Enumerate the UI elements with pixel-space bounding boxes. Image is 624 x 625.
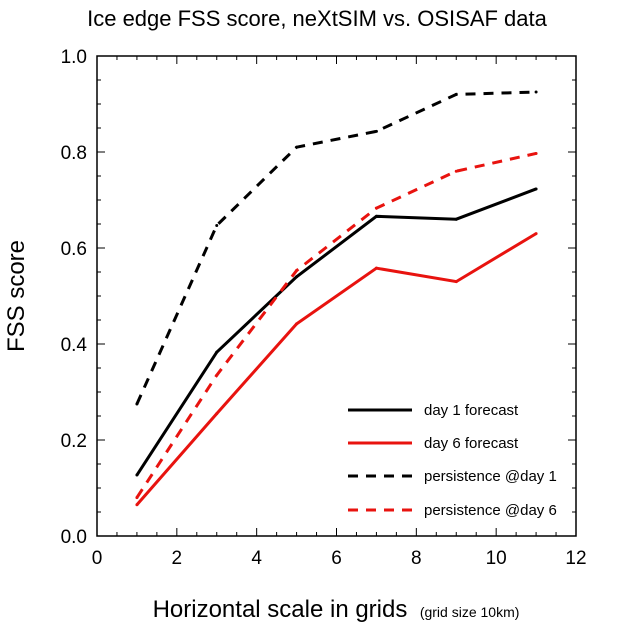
data-point (454, 217, 458, 221)
data-point (534, 232, 538, 236)
y-tick-label: 0.0 (61, 527, 87, 548)
data-point (135, 496, 139, 500)
data-point (135, 473, 139, 477)
x-tick-label: 12 (565, 548, 586, 569)
data-point (374, 129, 378, 133)
data-point (295, 145, 299, 149)
legend-label: persistence @day 1 (424, 468, 557, 485)
data-point (215, 223, 219, 227)
legend-label: day 1 forecast (424, 402, 519, 419)
data-point (215, 350, 219, 354)
data-point (295, 269, 299, 273)
y-tick-label: 0.8 (61, 143, 87, 164)
data-point (374, 214, 378, 218)
legend-item: day 1 forecast (348, 402, 519, 419)
legend-item: day 6 forecast (348, 435, 519, 452)
data-point (454, 92, 458, 96)
x-tick-label: 4 (251, 548, 262, 569)
data-point (534, 151, 538, 155)
data-point (534, 90, 538, 94)
legend-item: persistence @day 6 (348, 502, 557, 519)
data-point (215, 373, 219, 377)
x-axis-label-note: (grid size 10km) (420, 604, 520, 620)
y-tick-label: 0.2 (61, 431, 87, 452)
series-line (135, 90, 537, 405)
data-point (374, 206, 378, 210)
data-point (135, 402, 139, 406)
x-axis-label: Horizontal scale in grids (grid size 10k… (153, 596, 520, 623)
series-line (135, 187, 537, 476)
x-tick-label: 10 (486, 548, 507, 569)
legend-label: persistence @day 6 (424, 502, 557, 519)
series-line (135, 151, 537, 499)
y-tick-label: 1.0 (61, 47, 87, 68)
data-point (454, 169, 458, 173)
plot-area: 0 2 4 6 8 10 12 0.0 0.2 0.4 0.6 0.8 1.0 day 1 forecas… (61, 47, 587, 569)
data-point (215, 412, 219, 416)
data-point (454, 280, 458, 284)
x-tick-label: 0 (92, 548, 103, 569)
y-tick-label: 0.6 (61, 239, 87, 260)
data-point (295, 322, 299, 326)
x-axis-label-main: Horizontal scale in grids (153, 596, 408, 623)
data-point (295, 275, 299, 279)
x-tick-label: 6 (331, 548, 342, 569)
chart-title: Ice edge FSS score, neXtSIM vs. OSISAF d… (87, 6, 548, 31)
y-tick-label: 0.4 (61, 335, 88, 356)
x-tick-label: 2 (172, 548, 183, 569)
legend-item: persistence @day 1 (348, 468, 557, 485)
x-tick-label: 8 (411, 548, 422, 569)
data-point (534, 187, 538, 191)
series-line (135, 232, 537, 506)
data-point (374, 266, 378, 270)
y-axis-label: FSS score (3, 240, 30, 352)
legend-label: day 6 forecast (424, 435, 519, 452)
data-point (135, 503, 139, 507)
